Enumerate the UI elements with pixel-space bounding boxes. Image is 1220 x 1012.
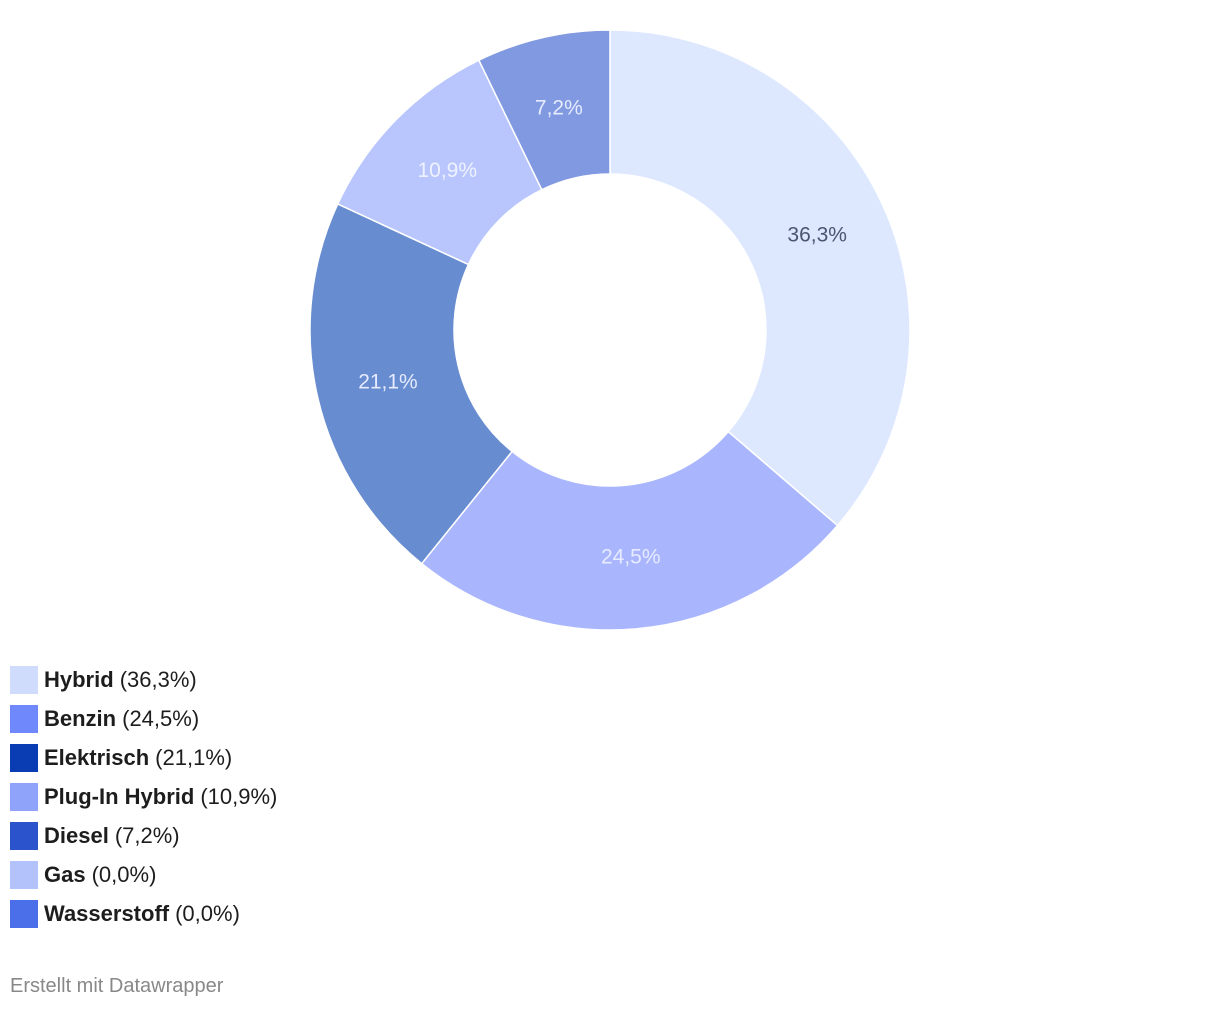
legend-series-value: (0,0%) [91,862,157,887]
legend-swatch [10,861,38,889]
legend-series-value: (7,2%) [114,823,180,848]
donut-chart: 36,3% 24,5% 21,1% 10,9% 7,2% [309,29,911,631]
legend-swatch [10,783,38,811]
legend-series-name: Benzin [44,706,117,731]
legend-swatch [10,705,38,733]
legend-item-gas: Gas (0,0%) [10,859,277,891]
donut-slice-benzin[interactable] [420,430,839,631]
datawrapper-credit: Erstellt mit Datawrapper [10,975,224,997]
slice-label-elektrisch: 21,1% [358,370,418,393]
legend-swatch [10,666,38,694]
donut-slice-hybrid[interactable] [609,29,911,527]
legend-series-name: Wasserstoff [44,901,170,926]
legend-series-name: Gas [44,862,86,887]
legend-item-diesel: Diesel (7,2%) [10,820,277,852]
legend-swatch [10,822,38,850]
legend-series-value: (0,0%) [175,901,240,926]
slice-label-plug-in-hybrid: 10,9% [417,159,477,182]
legend-item-plug-in-hybrid: Plug-In Hybrid (10,9%) [10,781,277,813]
slice-label-hybrid: 36,3% [787,223,847,246]
legend-series-name: Elektrisch [44,745,150,770]
legend-item-wasserstoff: Wasserstoff (0,0%) [10,898,277,930]
legend-item-benzin: Benzin (24,5%) [10,703,277,735]
legend-item-hybrid: Hybrid (36,3%) [10,664,277,696]
legend-series-value: (24,5%) [122,706,200,731]
legend-swatch [10,900,38,928]
legend-series-value: (10,9%) [200,784,278,809]
legend-series-name: Diesel [44,823,109,848]
legend-swatch [10,744,38,772]
legend-item-elektrisch: Elektrisch (21,1%) [10,742,277,774]
legend-series-name: Hybrid [44,667,114,692]
legend-series-name: Plug-In Hybrid [44,784,195,809]
legend-series-value: (36,3%) [119,667,197,692]
legend-series-value: (21,1%) [155,745,233,770]
slice-label-benzin: 24,5% [601,546,661,569]
donut-slice-elektrisch[interactable] [309,202,514,565]
slice-label-diesel: 7,2% [535,96,583,119]
donut-slice-diesel[interactable] [477,29,611,191]
chart-legend: Hybrid (36,3%) Benzin (24,5%) Elektrisch (21,… [10,664,277,937]
